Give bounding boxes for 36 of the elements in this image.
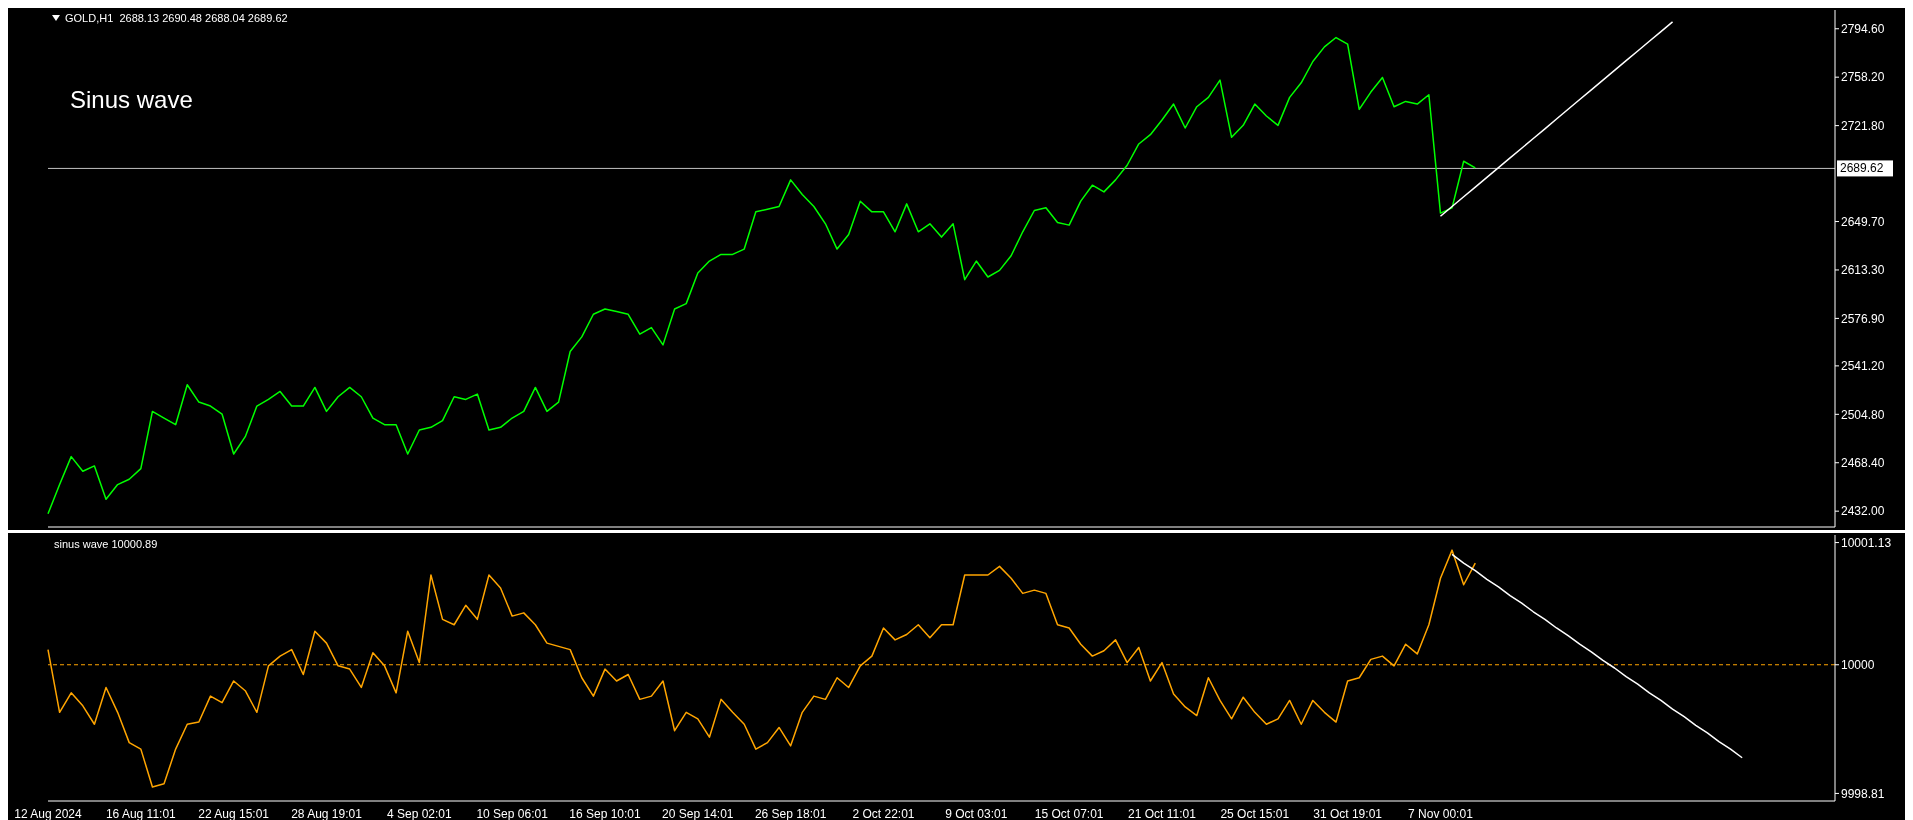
line-series [1439,21,1674,217]
x-tick-label: 16 Aug 11:01 [105,806,177,820]
chart-title: sinus wave 10000.89 [54,538,158,550]
x-tick-label: 12 Aug 2024 [14,806,83,820]
x-tick-label: 16 Sep 10:01 [569,806,642,820]
x-tick-label: 28 Aug 19:01 [291,806,363,820]
y-tick-label: 2432.00 [1841,504,1885,519]
x-tick-label: 15 Oct 07:01 [1034,806,1104,820]
y-tick-label: 2468.40 [1841,456,1885,470]
x-tick-label: 2 Oct 22:01 [852,806,915,820]
x-tick-label: 9 Oct 03:01 [945,806,1008,820]
line-series [1451,553,1743,759]
y-tick-label: 2576.90 [1841,311,1885,326]
text: Sinus wave [70,86,193,114]
y-tick-label: 2504.80 [1841,407,1885,422]
y-tick-label: 2649.70 [1841,214,1885,229]
x-tick-label: 20 Sep 14:01 [662,806,734,820]
x-tick-label: 22 Aug 15:01 [198,806,270,820]
x-tick-label: 26 Sep 18:01 [754,806,827,820]
y-tick-label: 10001.13 [1841,535,1892,550]
x-tick-label: 4 Sep 02:01 [386,806,453,820]
y-tick-label: 2794.60 [1841,22,1885,37]
x-tick-label: 21 Oct 11:01 [1128,806,1197,820]
x-tick-label: 7 Nov 00:01 [1408,806,1474,820]
x-tick-label: 31 Oct 19:01 [1313,806,1383,820]
y-tick-label: 2758.20 [1841,70,1885,85]
y-tick-label: 9998.81 [1841,786,1885,801]
x-tick-label: 10 Sep 06:01 [476,806,549,820]
y-tick-label: 10000 [1841,658,1875,673]
line-series [47,36,1477,515]
y-tick-label: 2721.80 [1841,118,1885,133]
chart-subtitle: GOLD,H1 2688.13 2690.48 2688.04 2689.62 [65,12,288,24]
x-tick-label: 25 Oct 15:01 [1220,806,1290,820]
ref-line-label: 2689.62 [1840,161,1884,176]
y-tick-label: 2613.30 [1841,263,1885,278]
y-tick-label: 2541.20 [1841,359,1885,374]
